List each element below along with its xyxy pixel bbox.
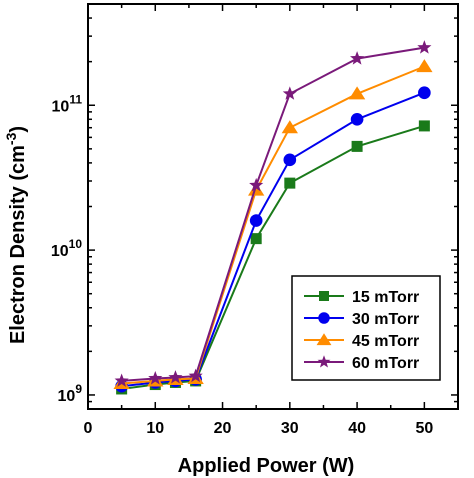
data-point-3-1 [148, 371, 163, 385]
data-point-2-4 [248, 182, 265, 196]
data-point-0-7 [418, 120, 430, 132]
x-tick-label: 20 [214, 420, 232, 437]
y-tick-label: 1011 [52, 92, 83, 115]
x-axis-title: Applied Power (W) [178, 455, 355, 477]
data-point-3-2 [168, 370, 183, 384]
x-tick-label: 50 [415, 420, 433, 437]
legend-label-2: 45 mTorr [352, 333, 419, 350]
legend-label-3: 60 mTorr [352, 355, 419, 372]
legend-item-1: 30 mTorr [304, 311, 419, 328]
axes: 0 10 20 30 40 50 109 1010 1011 [51, 3, 459, 437]
data-point-3-6 [350, 51, 365, 65]
legend-marker-2 [316, 333, 332, 346]
legend-marker-1 [318, 312, 330, 324]
data-point-2-6 [348, 86, 366, 100]
legend: 15 mTorr 30 mTorr 45 mTorr 60 mTorr [291, 275, 441, 381]
legend-item-2: 45 mTorr [304, 333, 419, 350]
y-axis-title-close: ) [7, 126, 29, 133]
data-point-1-5 [283, 153, 297, 167]
legend-label-1: 30 mTorr [352, 311, 419, 328]
data-point-0-6 [351, 140, 363, 152]
data-point-2-5 [281, 120, 298, 134]
legend-item-0: 15 mTorr [304, 289, 419, 306]
data-point-3-3 [188, 368, 203, 383]
x-tick-label: 10 [146, 420, 164, 437]
data-point-1-7 [418, 86, 431, 100]
data-point-2-7 [416, 59, 433, 73]
legend-marker-3 [317, 355, 331, 368]
legend-item-3: 60 mTorr [304, 355, 419, 372]
series-3 [114, 40, 432, 387]
y-axis-title: Electron Density (cm-3) [3, 126, 29, 344]
data-point-3-7 [417, 40, 432, 54]
plot-area [113, 40, 433, 395]
data-point-0-5 [284, 177, 296, 189]
y-tick-label: 109 [58, 382, 83, 405]
x-tick-label: 30 [281, 420, 299, 437]
x-tick-label: 40 [348, 420, 366, 437]
legend-marker-0 [319, 291, 329, 301]
data-point-1-6 [350, 112, 364, 126]
legend-label-0: 15 mTorr [352, 289, 419, 306]
data-point-3-5 [282, 86, 297, 100]
data-point-0-4 [250, 233, 262, 245]
data-point-3-4 [249, 177, 264, 192]
y-axis-title-main: Electron Density (cm [7, 145, 29, 344]
y-axis-title-sup: -3 [3, 132, 19, 145]
data-point-3-0 [114, 373, 129, 387]
x-tick-label: 0 [84, 420, 93, 437]
y-tick-label: 1010 [51, 237, 82, 260]
data-point-1-4 [249, 214, 263, 227]
